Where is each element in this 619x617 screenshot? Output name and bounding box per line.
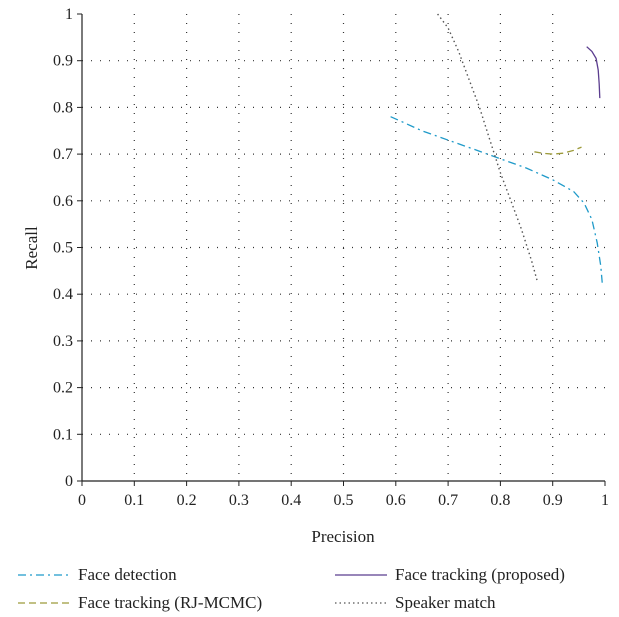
series-line-3 <box>534 146 582 155</box>
x-tick-label: 0.6 <box>386 492 406 509</box>
legend-item-3: Face tracking (RJ-MCMC) <box>18 593 262 612</box>
x-tick-label: 0.5 <box>334 492 354 509</box>
x-tick-label: 0.1 <box>124 492 144 509</box>
series-line-4 <box>437 13 538 281</box>
y-tick-label: 0.8 <box>53 99 73 116</box>
y-tick-label: 0.4 <box>53 286 73 303</box>
x-tick-label: 0.3 <box>229 492 249 509</box>
x-tick-label: 0.9 <box>543 492 563 509</box>
legend-label: Face tracking (RJ-MCMC) <box>78 593 262 612</box>
y-tick-label: 0.2 <box>53 380 73 397</box>
x-tick-label: 0.2 <box>177 492 197 509</box>
x-tick-label: 0.8 <box>490 492 510 509</box>
legend: Face detection Face tracking (proposed) Fa… <box>18 565 565 612</box>
y-tick-label: 0.1 <box>53 426 73 443</box>
y-tick-label: 0 <box>65 473 73 490</box>
y-axis-title: Recall <box>22 226 41 270</box>
y-tick-label: 0.6 <box>53 193 73 210</box>
x-tick-label: 0.7 <box>438 492 458 509</box>
y-tick-label: 0.3 <box>53 333 73 350</box>
y-tick-label: 1 <box>65 6 73 23</box>
x-tick-label: 1 <box>601 492 609 509</box>
legend-label: Speaker match <box>395 593 496 612</box>
y-tick-label: 0.7 <box>53 146 73 163</box>
x-axis-title: Precision <box>311 527 375 546</box>
y-tick-label: 0.9 <box>53 53 73 70</box>
series-lines <box>390 13 604 285</box>
y-axis-ticks: 0 0.1 0.2 0.3 0.4 0.5 0.6 0.7 0.8 0.9 1 <box>53 6 82 490</box>
legend-item-2: Face tracking (proposed) <box>335 565 565 584</box>
legend-label: Face detection <box>78 565 177 584</box>
x-axis-ticks: 0 0.1 0.2 0.3 0.4 0.5 0.6 0.7 0.8 0.9 1 <box>78 481 609 509</box>
grid-lines <box>82 14 605 481</box>
legend-item-1: Face detection <box>18 565 177 584</box>
legend-label: Face tracking (proposed) <box>395 565 565 584</box>
series-line-1 <box>390 116 604 285</box>
x-tick-label: 0.4 <box>281 492 301 509</box>
y-tick-label: 0.5 <box>53 240 73 257</box>
series-line-2 <box>586 46 601 99</box>
legend-item-4: Speaker match <box>335 593 496 612</box>
x-tick-label: 0 <box>78 492 86 509</box>
